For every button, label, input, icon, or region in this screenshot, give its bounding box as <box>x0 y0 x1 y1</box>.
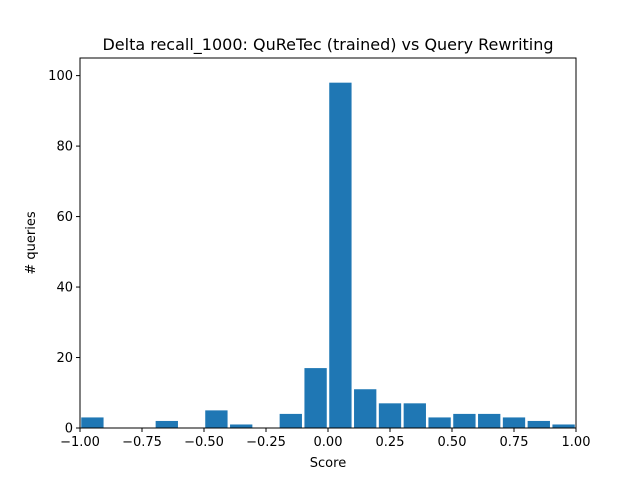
histogram-bar-14 <box>428 417 451 428</box>
x-tick-label: 0.00 <box>314 435 343 450</box>
chart-title: Delta recall_1000: QuReTec (trained) vs … <box>102 35 553 55</box>
histogram-bar-0 <box>81 417 104 428</box>
histogram-bar-15 <box>453 413 476 428</box>
histogram-bar-8 <box>279 413 302 428</box>
y-tick-label: 0 <box>65 422 73 437</box>
y-tick-label: 100 <box>48 69 73 84</box>
histogram-bar-17 <box>502 417 526 428</box>
x-tick-label: 0.75 <box>500 435 529 450</box>
y-tick-label: 60 <box>56 210 73 225</box>
bars-group <box>81 82 575 429</box>
y-tick-label: 80 <box>56 140 73 155</box>
histogram-bar-18 <box>527 420 550 428</box>
x-tick-label: −0.50 <box>184 435 224 450</box>
histogram-bar-19 <box>552 424 575 428</box>
histogram-bar-13 <box>403 403 426 428</box>
y-tick-label: 20 <box>56 351 73 366</box>
x-tick-label: 0.25 <box>376 435 405 450</box>
histogram-bar-5 <box>205 410 228 428</box>
histogram-bar-16 <box>478 413 501 428</box>
y-axis-label: # queries <box>24 211 39 274</box>
histogram-bar-6 <box>230 424 253 428</box>
histogram-bar-11 <box>354 389 377 428</box>
histogram-bar-3 <box>155 420 178 428</box>
y-axis-ticks: 0 20 40 60 80 100 <box>48 69 80 437</box>
x-tick-label: −0.75 <box>122 435 162 450</box>
x-tick-label: 0.50 <box>438 435 467 450</box>
x-tick-label: 1.00 <box>562 435 591 450</box>
x-tick-label: −0.25 <box>246 435 286 450</box>
histogram-bar-12 <box>378 403 402 428</box>
x-axis-ticks: −1.00 −0.75 −0.50 −0.25 0.00 0.25 0.50 0.75 1.00 <box>60 428 590 450</box>
histogram-bar-10 <box>329 82 352 429</box>
x-axis-label: Score <box>310 456 346 471</box>
y-tick-label: 40 <box>56 281 73 296</box>
histogram-bar-9 <box>304 368 327 428</box>
x-tick-label: −1.00 <box>60 435 100 450</box>
